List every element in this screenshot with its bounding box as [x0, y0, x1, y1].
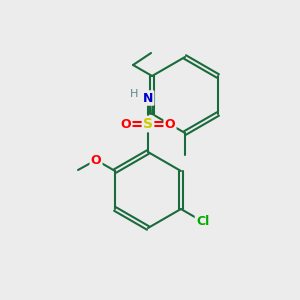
Text: N: N	[143, 92, 153, 104]
Text: Cl: Cl	[196, 215, 209, 228]
Text: O: O	[91, 154, 101, 166]
Text: S: S	[143, 117, 153, 131]
Text: O: O	[165, 118, 175, 130]
Text: O: O	[121, 118, 131, 130]
Text: H: H	[130, 89, 138, 99]
